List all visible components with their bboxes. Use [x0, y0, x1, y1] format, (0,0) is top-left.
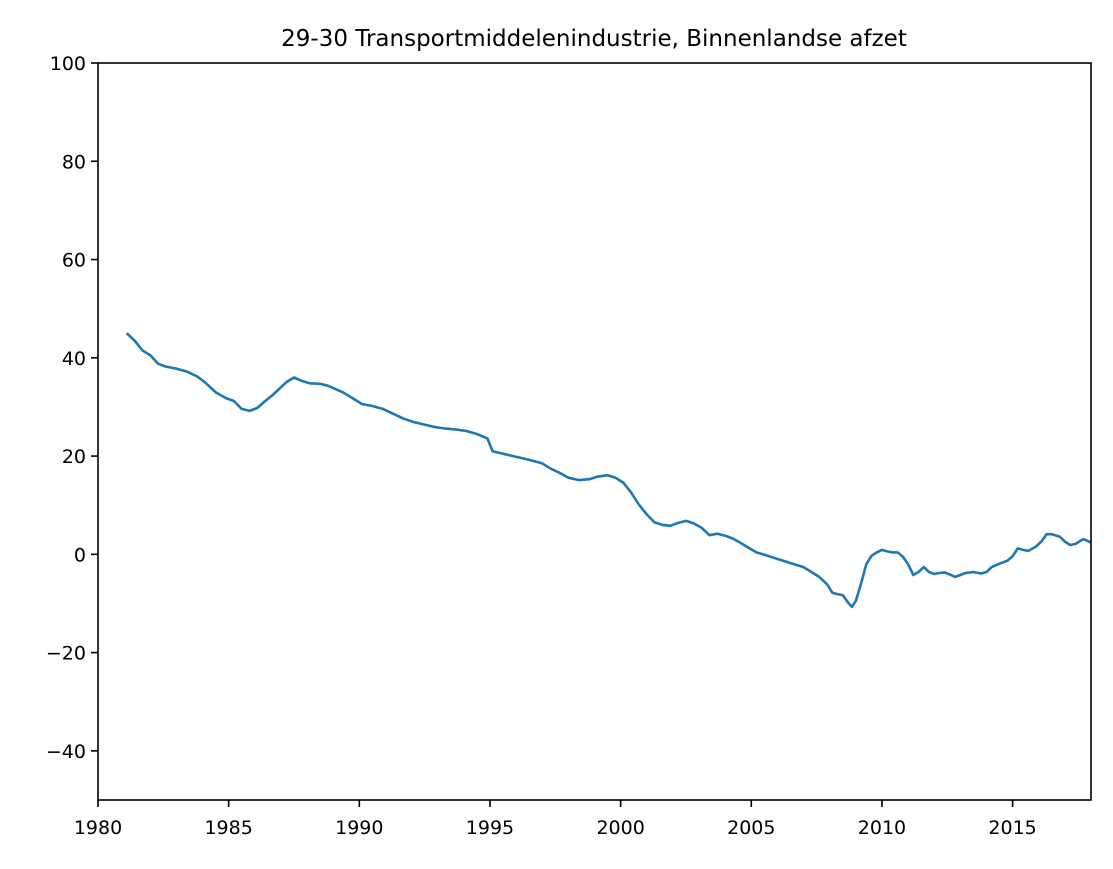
y-tick-label: −20	[46, 643, 86, 665]
x-axis: 1980 1985 1990 1995 2000 2005 2010 2015	[74, 800, 1037, 839]
chart-title: 29-30 Transportmiddelenindustrie, Binnen…	[281, 26, 907, 52]
x-tick-label: 1985	[204, 817, 252, 839]
y-tick-label: 100	[50, 53, 86, 75]
y-axis: 100 80 60 40 20 0 −20 −40	[46, 53, 98, 763]
x-tick-label: 2010	[858, 817, 906, 839]
series-line	[125, 332, 1092, 609]
y-tick-label: 60	[62, 250, 86, 272]
plot-area	[97, 62, 1092, 801]
x-tick-label: 1990	[335, 817, 383, 839]
y-tick-label: −40	[46, 741, 86, 763]
y-tick-label: 20	[62, 446, 86, 468]
series-layer	[125, 332, 1092, 609]
x-tick-label: 2015	[988, 817, 1036, 839]
x-tick-label: 2000	[596, 817, 644, 839]
axes-frame	[97, 62, 1092, 801]
y-tick-label: 0	[74, 544, 86, 566]
x-tick-label: 1995	[466, 817, 514, 839]
y-tick-label: 80	[62, 151, 86, 173]
x-tick-label: 2005	[727, 817, 775, 839]
y-tick-label: 40	[62, 348, 86, 370]
x-tick-label: 1980	[74, 817, 122, 839]
